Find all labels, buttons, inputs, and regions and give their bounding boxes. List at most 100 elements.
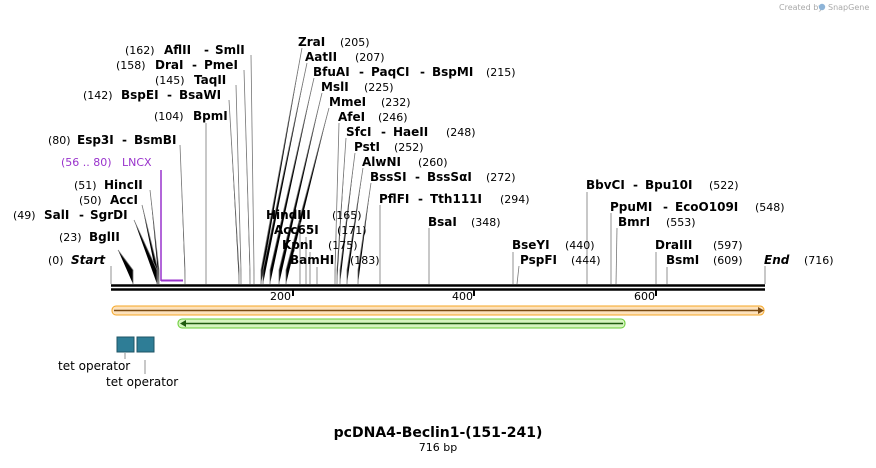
sequence-backbone: 200 400 600 bbox=[111, 284, 765, 303]
enzyme-name: SgrDI bbox=[90, 208, 128, 222]
tick-label: 600 bbox=[634, 290, 655, 303]
svg-text:-: - bbox=[79, 208, 84, 222]
site-pos: (104) bbox=[154, 110, 184, 123]
enzyme-name: AfeI bbox=[338, 110, 365, 124]
leader-mmei bbox=[285, 107, 330, 284]
middle-site-labels: ZraI (205) AatII (207) BfuAI - PaqCI - B… bbox=[266, 35, 530, 267]
leader-pspfi bbox=[516, 265, 520, 285]
svg-text:-: - bbox=[204, 43, 209, 57]
tet-operator-box-2 bbox=[136, 336, 155, 353]
svg-text:-: - bbox=[633, 178, 638, 192]
site-pos: (165) bbox=[332, 209, 362, 222]
site-pos: (522) bbox=[709, 179, 739, 192]
enzyme-name: DraI bbox=[155, 58, 183, 72]
enzyme-name: SfcI bbox=[346, 125, 371, 139]
tet-operator-label-1: tet operator bbox=[58, 359, 130, 373]
map-length: 716 bp bbox=[419, 441, 457, 454]
end-label: End bbox=[764, 253, 790, 267]
leader-psti bbox=[339, 152, 356, 284]
site-leader-lines bbox=[110, 47, 766, 285]
enzyme-name: BsaWI bbox=[179, 88, 221, 102]
svg-text:-: - bbox=[359, 65, 364, 79]
leader-bmri bbox=[615, 227, 618, 285]
site-pos: (252) bbox=[394, 141, 424, 154]
orange-feature-arrow bbox=[111, 305, 765, 316]
map-title: pcDNA4-Beclin1-(151-241) bbox=[334, 425, 543, 441]
enzyme-name: AccI bbox=[110, 193, 138, 207]
enzyme-name: BglII bbox=[89, 230, 120, 244]
leader-aflii bbox=[250, 54, 255, 284]
tet-operator-box-1 bbox=[116, 336, 135, 353]
site-pos: (348) bbox=[471, 216, 501, 229]
lncx-feature: (56 .. 80) LNCX bbox=[61, 156, 183, 282]
start-pos: (0) bbox=[48, 254, 64, 267]
enzyme-name: BmrI bbox=[618, 215, 650, 229]
site-pos: (145) bbox=[155, 74, 185, 87]
enzyme-name: Esp3I bbox=[77, 133, 114, 147]
enzyme-name: BspMI bbox=[432, 65, 473, 79]
site-pos: (548) bbox=[755, 201, 785, 214]
enzyme-name: SalI bbox=[44, 208, 69, 222]
enzyme-name: PaqCI bbox=[371, 65, 409, 79]
tick-label: 400 bbox=[452, 290, 473, 303]
site-pos: (207) bbox=[355, 51, 385, 64]
site-pos: (260) bbox=[418, 156, 448, 169]
enzyme-name: HaeII bbox=[393, 125, 428, 139]
enzyme-name: KpnI bbox=[282, 238, 313, 252]
site-pos: (272) bbox=[486, 171, 516, 184]
enzyme-name: PpuMI bbox=[610, 200, 652, 214]
enzyme-name: PmeI bbox=[204, 58, 238, 72]
site-pos: (215) bbox=[486, 66, 516, 79]
enzyme-name: SmlI bbox=[215, 43, 245, 57]
svg-text:-: - bbox=[167, 88, 172, 102]
leader-taqii bbox=[235, 84, 242, 284]
leader-sfci bbox=[336, 137, 347, 284]
enzyme-name: AatII bbox=[305, 50, 337, 64]
credit-prefix: Created by bbox=[779, 3, 823, 12]
snapgene-logo-icon bbox=[818, 3, 826, 11]
site-pos: (597) bbox=[713, 239, 743, 252]
lncx-name: LNCX bbox=[122, 156, 152, 169]
site-pos: (440) bbox=[565, 239, 595, 252]
site-pos: (142) bbox=[83, 89, 113, 102]
site-pos: (205) bbox=[340, 36, 370, 49]
site-pos: (232) bbox=[381, 96, 411, 109]
site-pos: (158) bbox=[116, 59, 146, 72]
enzyme-name: ZraI bbox=[298, 35, 325, 49]
right-site-labels: BseYI (440) PspFI (444) BbvCI - Bpu10I (… bbox=[512, 178, 834, 267]
enzyme-name: BssSαI bbox=[427, 170, 472, 184]
enzyme-name: BfuAI bbox=[313, 65, 350, 79]
tet-operator-features: tet operator tet operator bbox=[58, 336, 178, 389]
leader-drai bbox=[243, 69, 251, 284]
enzyme-name: BsmBI bbox=[134, 133, 176, 147]
site-pos: (49) bbox=[13, 209, 36, 222]
leader-hincii bbox=[149, 189, 160, 284]
enzyme-name: BpmI bbox=[193, 109, 228, 123]
site-pos: (246) bbox=[378, 111, 408, 124]
tick-label: 200 bbox=[270, 290, 291, 303]
enzyme-name: MmeI bbox=[329, 95, 366, 109]
svg-text:-: - bbox=[381, 125, 386, 139]
site-pos: (294) bbox=[500, 193, 530, 206]
enzyme-name: BbvCI bbox=[586, 178, 625, 192]
site-pos: (175) bbox=[328, 239, 358, 252]
leader-msli bbox=[278, 92, 323, 284]
tet-operator-label-2: tet operator bbox=[106, 375, 178, 389]
site-pos: (553) bbox=[666, 216, 696, 229]
enzyme-name: PstI bbox=[354, 140, 380, 154]
svg-text:-: - bbox=[418, 192, 423, 206]
enzyme-name: DraIII bbox=[655, 238, 692, 252]
enzyme-name: MslI bbox=[321, 80, 349, 94]
site-pos: (162) bbox=[125, 44, 155, 57]
leader-alwni bbox=[346, 167, 364, 284]
enzyme-name: EcoO109I bbox=[675, 200, 738, 214]
enzyme-name: HindIII bbox=[266, 208, 311, 222]
left-site-labels: (162) AflII - SmlI (158) DraI - PmeI (14… bbox=[13, 43, 245, 267]
leader-bspei bbox=[228, 99, 240, 284]
leader-afei bbox=[334, 122, 340, 284]
enzyme-name: PflFI bbox=[379, 192, 409, 206]
enzyme-name: AflII bbox=[164, 43, 191, 57]
enzyme-name: Acc65I bbox=[274, 223, 319, 237]
enzyme-name: BamHI bbox=[290, 253, 334, 267]
